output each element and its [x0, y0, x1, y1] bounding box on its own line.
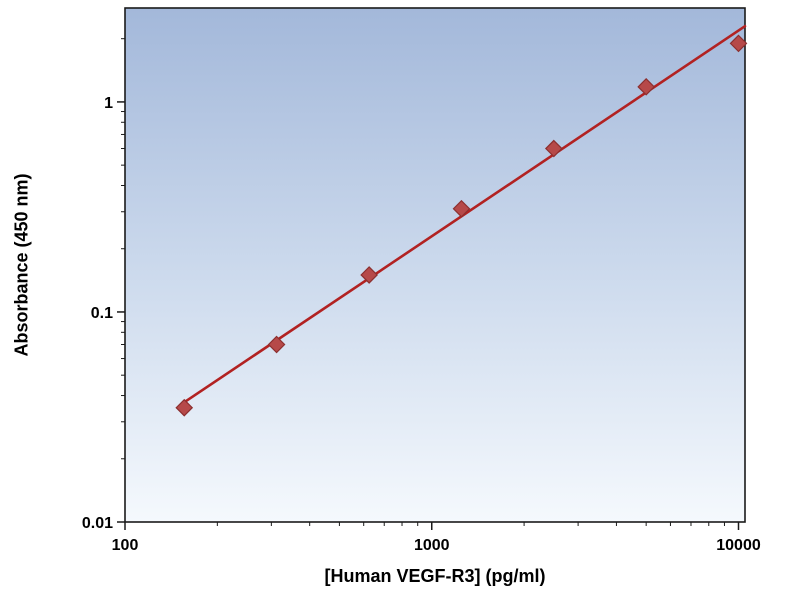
- y-tick-label: 1: [104, 95, 113, 112]
- data-point: [452, 199, 471, 218]
- x-tick-label: 10000: [716, 537, 761, 554]
- data-point: [360, 266, 378, 284]
- plot-area: [124, 7, 746, 523]
- y-tick-label: 0.1: [91, 305, 113, 322]
- x-axis-title: [Human VEGF-R3] (pg/ml): [324, 566, 546, 586]
- y-axis-title: Absorbance (450 nm): [11, 173, 32, 357]
- data-point: [175, 398, 194, 417]
- data-point: [267, 335, 286, 354]
- data-point: [729, 34, 748, 53]
- y-tick-label: 0.01: [82, 515, 113, 532]
- data-point: [544, 139, 563, 158]
- data-point: [637, 77, 656, 96]
- x-tick-label: 100: [112, 537, 139, 554]
- x-tick-label: 1000: [414, 537, 450, 554]
